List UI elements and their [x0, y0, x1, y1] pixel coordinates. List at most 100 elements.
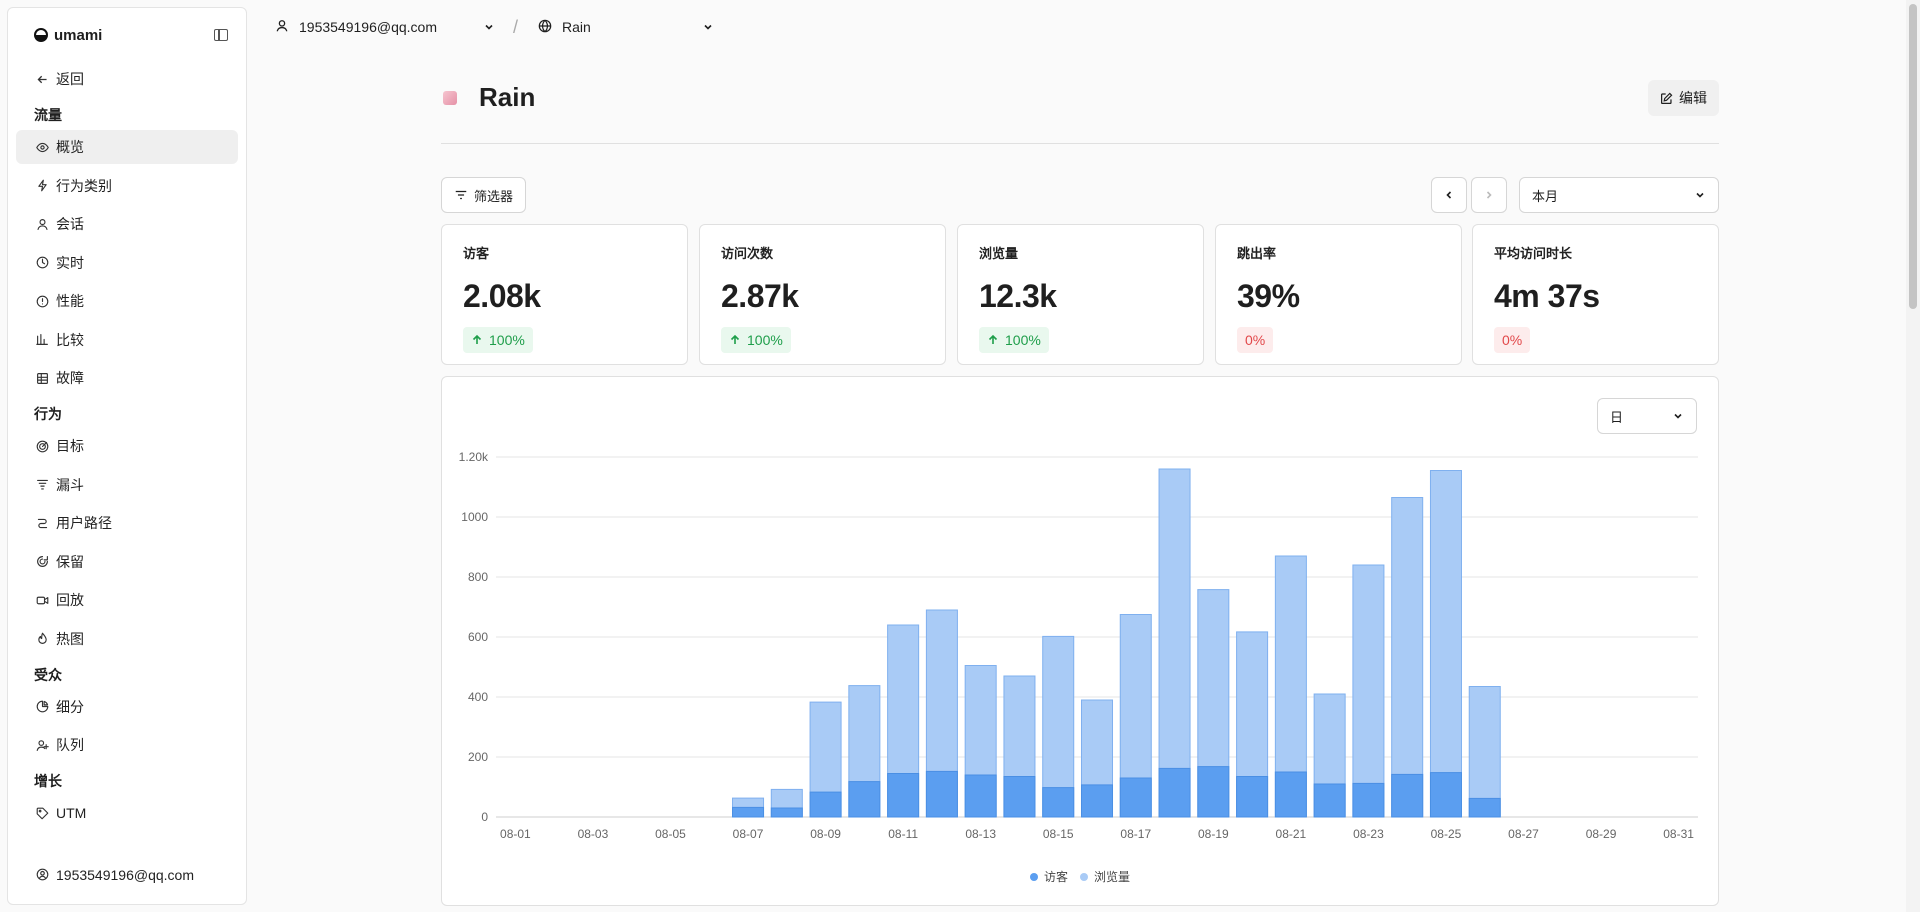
- metric-value: 39%: [1237, 278, 1300, 314]
- user-account[interactable]: 1953549196@qq.com: [16, 858, 238, 892]
- edit-label: 编辑: [1679, 90, 1707, 106]
- sidebar-item-label: 回放: [56, 592, 84, 608]
- metric-change-badge: 100%: [721, 327, 791, 353]
- arrow-up-icon: [730, 334, 740, 344]
- sidebar-item[interactable]: 故障: [16, 361, 238, 395]
- breadcrumb-separator: /: [513, 16, 519, 37]
- metric-card: 访问次数 2.87k 100%: [699, 224, 946, 365]
- pageviews-bar: [1042, 635, 1075, 818]
- website-selector-label: Rain: [562, 19, 591, 35]
- page-title: Rain: [479, 82, 536, 112]
- legend-item[interactable]: 浏览量: [1080, 868, 1130, 885]
- metric-label: 浏览量: [979, 246, 1019, 261]
- filter-label: 筛选器: [474, 188, 514, 204]
- sidebar-item[interactable]: 用户路径: [16, 506, 238, 540]
- clock-icon: [34, 256, 50, 269]
- chevron-down-icon: [1672, 410, 1684, 422]
- sidebar-item-label: 概览: [56, 139, 84, 155]
- y-tick-label: 1000: [461, 510, 488, 524]
- sidebar-item[interactable]: 漏斗: [16, 468, 238, 502]
- visitors-bar: [848, 781, 881, 818]
- sidebar-item[interactable]: 行为类别: [16, 169, 238, 203]
- pageviews-bar: [1158, 468, 1191, 818]
- back-link[interactable]: 返回: [16, 62, 238, 96]
- sidebar-item-label: UTM: [56, 805, 87, 821]
- sidebar-item-label: 细分: [56, 698, 84, 715]
- visitors-bar: [809, 791, 842, 818]
- x-tick-label: 08-11: [888, 827, 918, 841]
- visitors-bar: [770, 807, 803, 818]
- x-tick-label: 08-17: [1120, 827, 1151, 841]
- visitors-bar: [1313, 783, 1346, 818]
- page-scrollbar[interactable]: [1906, 0, 1920, 912]
- pageviews-bar: [1468, 686, 1501, 818]
- team-selector-label: 1953549196@qq.com: [299, 19, 437, 35]
- arrow-left-icon: [34, 73, 50, 86]
- sidebar-item[interactable]: 会话: [16, 207, 238, 241]
- sidebar-item[interactable]: 实时: [16, 246, 238, 280]
- sidebar-item-label: 行为类别: [56, 177, 112, 194]
- website-selector[interactable]: Rain: [538, 19, 714, 36]
- period-select-value: 本月: [1532, 188, 1559, 204]
- team-selector[interactable]: 1953549196@qq.com: [275, 19, 495, 36]
- sidebar-item[interactable]: 队列: [16, 728, 238, 762]
- edit-button[interactable]: 编辑: [1648, 80, 1719, 116]
- metric-card: 访客 2.08k 100%: [441, 224, 688, 365]
- x-tick-label: 08-31: [1663, 827, 1694, 841]
- visitors-bar: [1080, 784, 1114, 818]
- y-tick-label: 400: [468, 690, 488, 704]
- arrow-up-icon: [988, 334, 998, 344]
- sidebar-item[interactable]: 性能: [16, 284, 238, 318]
- sidebar-item[interactable]: 细分: [16, 690, 238, 724]
- metric-label: 访问次数: [721, 246, 774, 261]
- filter-icon: [455, 190, 467, 200]
- visitors-bar: [1042, 787, 1075, 818]
- period-select[interactable]: 本月: [1519, 177, 1719, 213]
- metric-value: 2.87k: [721, 278, 799, 314]
- funnel-icon: [34, 478, 50, 491]
- metric-change-badge: 0%: [1237, 327, 1274, 353]
- sidebar-item[interactable]: UTM: [16, 796, 238, 830]
- x-tick-label: 08-03: [578, 827, 609, 841]
- y-tick-label: 200: [468, 750, 488, 764]
- arrow-up-icon: [472, 334, 482, 344]
- topbar: 1953549196@qq.com / Rain: [275, 14, 714, 40]
- target-icon: [34, 440, 50, 453]
- x-tick-label: 08-25: [1431, 827, 1462, 841]
- compare-icon: [34, 333, 50, 346]
- legend-swatch: [1080, 872, 1088, 881]
- x-tick-label: 08-23: [1353, 827, 1384, 841]
- legend-item[interactable]: 访客: [1029, 868, 1068, 885]
- visitors-bar: [1119, 777, 1152, 818]
- previous-period-button[interactable]: [1431, 177, 1467, 213]
- metric-change: 100%: [747, 332, 783, 348]
- sidebar: umami 返回 流量 概览 行为类别 会话 实时 性能 比较 故障 行为 目标 漏斗 用户路径 保留回…: [7, 7, 247, 905]
- next-period-button[interactable]: [1471, 177, 1507, 213]
- sidebar-item[interactable]: 目标: [16, 429, 238, 463]
- brand-name: umami: [54, 26, 103, 44]
- globe-icon: [538, 19, 552, 36]
- y-tick-label: 1.20k: [459, 450, 489, 464]
- x-tick-label: 08-09: [810, 827, 841, 841]
- metric-label: 访客: [463, 246, 490, 261]
- unit-select[interactable]: 日: [1597, 398, 1697, 434]
- sidebar-item[interactable]: 比较: [16, 323, 238, 357]
- umami-logo-icon: [34, 28, 48, 42]
- sidebar-item[interactable]: 保留: [16, 545, 238, 579]
- sidebar-item[interactable]: 回放: [16, 583, 238, 617]
- scrollbar-thumb[interactable]: [1909, 4, 1917, 309]
- path-icon: [34, 517, 50, 530]
- section-title: 行为: [34, 406, 62, 422]
- user-icon: [275, 19, 289, 36]
- sidebar-item[interactable]: 概览: [16, 130, 238, 164]
- x-tick-label: 08-15: [1043, 827, 1074, 841]
- sidebar-collapse-icon[interactable]: [214, 29, 228, 41]
- pie-icon: [34, 700, 50, 713]
- sidebar-item-label: 比较: [56, 331, 84, 348]
- filter-button[interactable]: 筛选器: [441, 177, 527, 213]
- section-title: 增长: [34, 773, 62, 789]
- sidebar-item[interactable]: 热图: [16, 622, 238, 656]
- visitors-bar: [732, 806, 765, 818]
- sidebar-item-label: 漏斗: [56, 476, 84, 493]
- metric-card: 平均访问时长 4m 37s 0%: [1472, 224, 1719, 365]
